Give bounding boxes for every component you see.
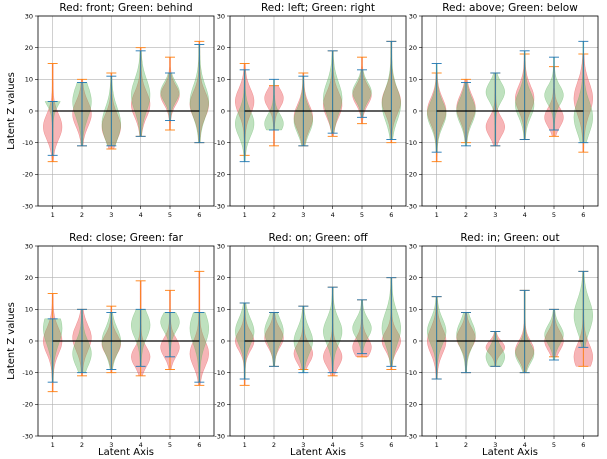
y-tick-label: 20 (217, 274, 225, 282)
y-tick-label: 0 (221, 337, 225, 345)
x-tick-label: 3 (109, 211, 113, 219)
x-tick-label: 5 (552, 211, 556, 219)
y-tick-label: 0 (29, 107, 33, 115)
x-tick-label: 3 (301, 441, 305, 449)
x-tick-label: 5 (168, 211, 172, 219)
x-tick-label: 3 (493, 441, 497, 449)
y-tick-label: -30 (214, 432, 225, 440)
panel-3: -30 -20 -10 0 10 20 30 1 2 3 4 5 6 Red: above; Green:… (406, 2, 599, 219)
y-tick-label: 20 (409, 274, 417, 282)
x-tick-label: 4 (523, 441, 527, 449)
x-tick-label: 6 (581, 211, 585, 219)
x-tick-label: 3 (493, 211, 497, 219)
x-tick-label: 1 (51, 211, 55, 219)
y-tick-label: -10 (214, 369, 225, 377)
y-tick-label: -10 (406, 139, 417, 147)
y-tick-label: -10 (22, 139, 33, 147)
y-tick-label: -30 (406, 432, 417, 440)
x-tick-label: 6 (389, 211, 393, 219)
x-tick-label: 2 (80, 211, 84, 219)
x-tick-label: 4 (139, 211, 143, 219)
panel-title: Red: above; Green: below (442, 2, 578, 14)
panel-title: Red: close; Green: far (69, 232, 184, 244)
y-tick-label: 10 (25, 306, 33, 314)
y-tick-label: 0 (29, 337, 33, 345)
y-tick-label: -20 (406, 171, 417, 179)
x-tick-label: 4 (331, 211, 335, 219)
panel-title: Red: front; Green: behind (59, 2, 192, 14)
x-tick-label: 5 (552, 441, 556, 449)
y-tick-label: 30 (25, 242, 33, 250)
y-tick-label: 0 (221, 107, 225, 115)
x-tick-label: 1 (243, 441, 247, 449)
y-tick-label: 30 (217, 242, 225, 250)
x-tick-label: 1 (435, 211, 439, 219)
x-tick-label: 4 (523, 211, 527, 219)
y-tick-label: -10 (406, 369, 417, 377)
x-tick-label: 2 (464, 441, 468, 449)
y-tick-label: 10 (217, 306, 225, 314)
panel-title: Red: in; Green: out (460, 232, 559, 244)
y-tick-label: 0 (413, 107, 417, 115)
x-tick-label: 1 (435, 441, 439, 449)
y-tick-label: -10 (22, 369, 33, 377)
x-axis-label: Latent Axis (290, 447, 346, 458)
panel-1: -30 -20 -10 0 10 20 30 1 2 3 4 5 6 Red: front; Green:… (6, 2, 215, 219)
y-tick-label: 0 (413, 337, 417, 345)
y-axis-label: Latent Z values (6, 302, 17, 380)
y-tick-label: 20 (217, 44, 225, 52)
y-tick-label: 10 (409, 306, 417, 314)
x-axis-label: Latent Axis (482, 447, 538, 458)
y-tick-label: -20 (214, 401, 225, 409)
panel-6: -30 -20 -10 0 10 20 30 1 2 3 4 5 6 Red: in; Green: ou… (406, 232, 599, 449)
x-tick-label: 5 (360, 211, 364, 219)
y-tick-label: 30 (25, 12, 33, 20)
x-tick-label: 2 (464, 211, 468, 219)
x-tick-label: 2 (272, 441, 276, 449)
y-tick-label: -10 (214, 139, 225, 147)
x-tick-label: 6 (389, 441, 393, 449)
x-tick-label: 5 (168, 441, 172, 449)
y-axis-label: Latent Z values (6, 72, 17, 150)
x-tick-label: 5 (360, 441, 364, 449)
x-tick-label: 2 (272, 211, 276, 219)
x-tick-label: 6 (197, 441, 201, 449)
y-tick-label: -30 (22, 202, 33, 210)
y-tick-label: -30 (214, 202, 225, 210)
x-tick-label: 2 (80, 441, 84, 449)
x-tick-label: 6 (581, 441, 585, 449)
y-tick-label: 30 (409, 12, 417, 20)
y-tick-label: 10 (217, 76, 225, 84)
x-tick-label: 1 (51, 441, 55, 449)
y-tick-label: 20 (25, 274, 33, 282)
y-tick-label: -30 (22, 432, 33, 440)
x-tick-label: 4 (139, 441, 143, 449)
panel-title: Red: left; Green: right (261, 2, 375, 14)
y-tick-label: 10 (25, 76, 33, 84)
y-tick-label: -30 (406, 202, 417, 210)
y-tick-label: 10 (409, 76, 417, 84)
y-tick-label: -20 (22, 401, 33, 409)
panel-5: -30 -20 -10 0 10 20 30 1 2 3 4 5 6 Red: on; Green: of… (214, 232, 407, 449)
x-tick-label: 1 (243, 211, 247, 219)
x-tick-label: 3 (301, 211, 305, 219)
x-axis-label: Latent Axis (98, 447, 154, 458)
y-tick-label: -20 (214, 171, 225, 179)
y-tick-label: -20 (22, 171, 33, 179)
x-tick-label: 3 (109, 441, 113, 449)
x-tick-label: 4 (331, 441, 335, 449)
y-tick-label: 30 (409, 242, 417, 250)
y-tick-label: -20 (406, 401, 417, 409)
panel-2: -30 -20 -10 0 10 20 30 1 2 3 4 5 6 Red: left; Green: … (214, 2, 407, 219)
panel-4: -30 -20 -10 0 10 20 30 1 2 3 4 5 6 Red: close; Green:… (6, 232, 215, 449)
y-tick-label: 20 (409, 44, 417, 52)
y-tick-label: 20 (25, 44, 33, 52)
x-tick-label: 6 (197, 211, 201, 219)
y-tick-label: 30 (217, 12, 225, 20)
panel-title: Red: on; Green: off (268, 232, 368, 244)
